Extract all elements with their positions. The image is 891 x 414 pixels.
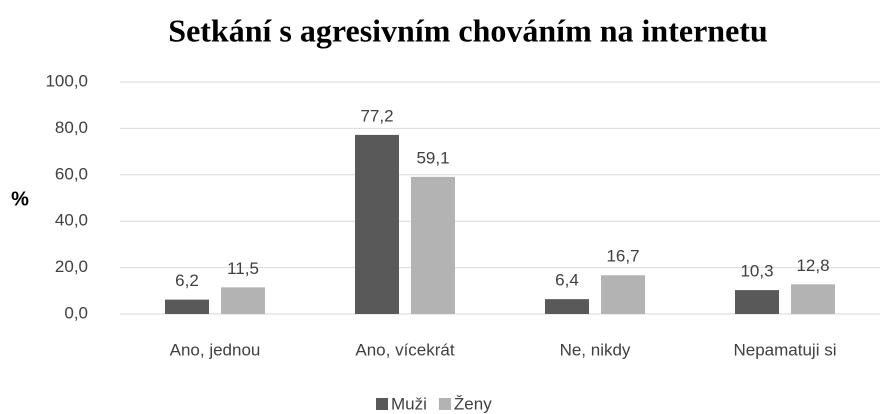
legend-swatch — [376, 398, 388, 410]
legend-label: Ženy — [454, 394, 492, 413]
y-tick-label: 60,0 — [55, 164, 88, 183]
y-tick-label: 40,0 — [55, 211, 88, 230]
x-tick-label: Nepamatuji si — [734, 340, 837, 359]
bar — [355, 134, 399, 314]
data-label: 6,4 — [555, 271, 579, 290]
data-label: 12,8 — [796, 256, 829, 275]
data-label: 10,3 — [740, 262, 773, 281]
x-tick-label: Ano, vícekrát — [355, 340, 454, 359]
bar — [791, 284, 835, 314]
data-label: 59,1 — [416, 148, 449, 167]
x-tick-label: Ano, jednou — [170, 340, 261, 359]
data-label: 77,2 — [360, 106, 393, 125]
y-tick-label: 20,0 — [55, 257, 88, 276]
bar — [601, 275, 645, 314]
y-tick-label: 80,0 — [55, 118, 88, 137]
legend-label: Muži — [391, 394, 427, 413]
bar — [545, 299, 589, 314]
bar — [221, 287, 265, 314]
y-tick-label: 0,0 — [64, 303, 88, 322]
data-label: 6,2 — [175, 271, 199, 290]
bar — [165, 299, 209, 314]
y-tick-label: 100,0 — [45, 71, 88, 90]
bar — [735, 290, 779, 314]
y-axis-label: % — [11, 188, 29, 210]
legend-swatch — [438, 398, 451, 410]
data-label: 11,5 — [227, 259, 259, 278]
data-label: 16,7 — [606, 247, 639, 266]
x-tick-label: Ne, nikdy — [560, 340, 631, 359]
chart-title: Setkání s agresivním chováním na interne… — [168, 12, 767, 48]
bar — [411, 176, 455, 314]
